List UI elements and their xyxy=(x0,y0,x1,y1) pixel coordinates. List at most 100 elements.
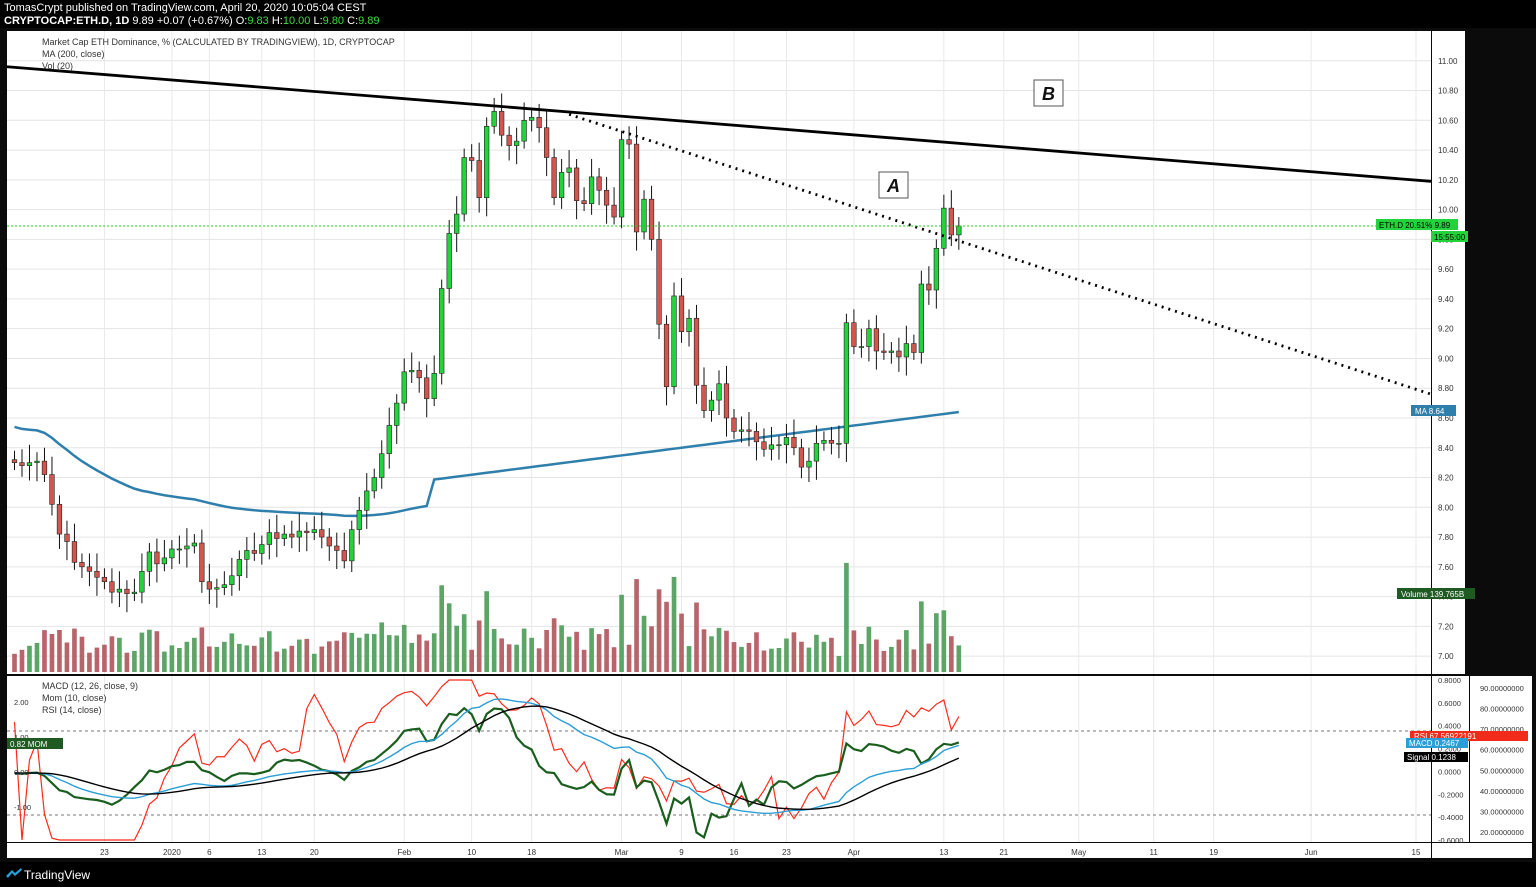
price-tick-label: 7.20 xyxy=(1438,622,1454,631)
volume-bar xyxy=(919,601,924,672)
countdown-text: 15:55:00 xyxy=(1434,233,1466,242)
rsi-tick-label: 30.00000000 xyxy=(1480,807,1524,816)
volume-bar xyxy=(222,641,227,672)
volume-bar xyxy=(244,645,250,672)
footer: TradingView xyxy=(0,862,1536,887)
time-tick-label: 20 xyxy=(310,848,319,857)
ohlc-l-label: L: xyxy=(313,15,323,27)
volume-bar xyxy=(791,632,797,672)
ohlc-h-value: 10.00 xyxy=(282,15,311,27)
volume-bar xyxy=(836,656,842,672)
volume-bar xyxy=(611,647,617,672)
volume-bar xyxy=(139,632,145,672)
candle-body xyxy=(146,551,153,572)
time-tick-label: 9 xyxy=(679,848,684,857)
candle-body xyxy=(229,575,235,585)
volume-bar xyxy=(207,646,212,672)
price-tick-label: 7.80 xyxy=(1438,533,1454,542)
candles xyxy=(11,93,962,613)
volume-bar xyxy=(896,639,902,672)
volume-bar xyxy=(956,645,962,672)
volume-bar xyxy=(656,589,662,672)
legend-ma: MA (200, close) xyxy=(42,49,105,59)
ohlc-c-label: C: xyxy=(347,15,359,27)
volume-bar xyxy=(252,645,257,672)
volume-bar xyxy=(341,632,347,672)
candle-body xyxy=(289,533,295,538)
legend-macd: MACD (12, 26, close, 9) xyxy=(42,681,138,691)
volume-bar xyxy=(739,646,744,672)
volume-bar xyxy=(701,629,707,672)
price-tick-label: 7.60 xyxy=(1438,563,1454,572)
volume-bar xyxy=(169,645,175,672)
time-tick-label: 11 xyxy=(1150,848,1159,857)
volume-bar xyxy=(761,650,767,672)
volume-bar xyxy=(596,634,602,672)
candle-body xyxy=(761,441,767,450)
volume-bar xyxy=(117,637,122,672)
mom-line xyxy=(14,706,960,840)
candle-body xyxy=(341,550,347,562)
volume-bar xyxy=(581,649,587,672)
rsi-tag: RSI 67.56922191 xyxy=(1410,731,1528,741)
candle-body xyxy=(626,139,632,145)
candle-body xyxy=(596,176,602,191)
volume-bar xyxy=(409,642,415,672)
volume-bar xyxy=(806,647,812,672)
macd-tick-label: -0.2000 xyxy=(1438,790,1463,799)
volume-bar xyxy=(641,615,647,672)
volume-bar xyxy=(42,630,47,672)
price-tick-label: 11.00 xyxy=(1438,57,1458,66)
volume-bar xyxy=(754,632,759,672)
candle-body xyxy=(678,295,685,332)
candle-body xyxy=(791,437,797,449)
macd-tick-label: 0.6000 xyxy=(1438,699,1461,708)
candle-body xyxy=(529,117,535,121)
volume-bar xyxy=(259,637,265,672)
volume-bar xyxy=(19,649,25,672)
volume-bar xyxy=(296,639,302,672)
candle-body xyxy=(551,157,557,199)
price-tick-label: 10.00 xyxy=(1438,206,1459,215)
footer-brand[interactable]: TradingView xyxy=(24,868,91,882)
price-chart[interactable]: 7.007.207.407.607.808.008.208.408.608.80… xyxy=(0,28,1536,862)
volume-bar xyxy=(814,634,819,672)
volume-bar xyxy=(559,625,564,672)
label-box-a[interactable]: A xyxy=(878,171,909,199)
label-b-text: B xyxy=(1042,84,1055,104)
volume-bar xyxy=(514,644,519,672)
candle-body xyxy=(738,429,745,432)
macd-tick-label: 0.0000 xyxy=(1438,767,1461,776)
candle-body xyxy=(431,373,437,399)
candle-body xyxy=(588,176,595,204)
candle-body xyxy=(409,370,415,373)
volume-bar xyxy=(844,562,849,672)
volume-bar xyxy=(484,591,489,672)
volume-bar xyxy=(79,636,85,672)
volume-bar xyxy=(192,637,197,672)
candle-body xyxy=(311,529,317,533)
volume-bar xyxy=(319,646,325,672)
volume-bar xyxy=(57,630,62,672)
volume-bar xyxy=(311,653,317,672)
candle-body xyxy=(199,542,205,583)
volume-bar xyxy=(439,585,445,672)
candle-body xyxy=(64,533,70,542)
volume-bar xyxy=(229,633,235,672)
ohlc-c-value: 9.89 xyxy=(358,15,380,27)
macd-tick-label: 0.2000 xyxy=(1438,745,1461,754)
ma-tag-text: MA 8.64 xyxy=(1415,407,1445,416)
volume-bar xyxy=(776,648,782,672)
volume-bar xyxy=(394,635,400,672)
volume-bars xyxy=(12,562,962,672)
volume-bar xyxy=(177,648,182,672)
macd-line xyxy=(14,698,960,815)
macd-tick-label: 0.4000 xyxy=(1438,722,1461,731)
label-box-b[interactable]: B xyxy=(1033,79,1064,107)
candle-body xyxy=(371,477,377,492)
candle-body xyxy=(334,545,340,551)
candle-body xyxy=(903,343,909,358)
volume-bar xyxy=(746,642,752,672)
volume-bar xyxy=(304,638,310,672)
candle-body xyxy=(394,402,400,426)
